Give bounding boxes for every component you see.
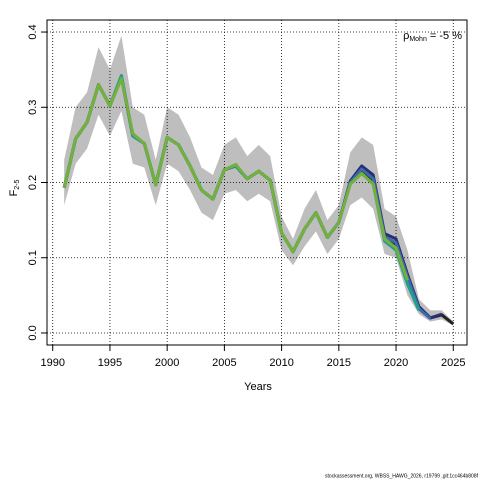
x-tick-label: 1990 — [40, 357, 64, 369]
x-tick-label: 2005 — [212, 357, 236, 369]
y-tick-label: 0.2 — [27, 175, 39, 190]
mohn-rho: ρMohn = -5 % — [403, 30, 462, 43]
x-tick-label: 2020 — [384, 357, 408, 369]
rho-subscript: Mohn — [409, 36, 427, 43]
y-axis-label: F2-5 — [8, 179, 21, 196]
x-tick-label: 1995 — [98, 357, 122, 369]
y-label-main: F — [8, 189, 20, 196]
y-tick-label: 0.4 — [27, 24, 39, 39]
x-axis-label: Years — [244, 381, 272, 393]
footer: stockassessment.org, WBSS_HAWG_2026, r19… — [325, 473, 479, 479]
y-tick-label: 0.1 — [27, 250, 39, 265]
plot-frame — [46, 19, 468, 346]
confidence-band — [64, 35, 454, 326]
x-tick-label: 2010 — [269, 357, 293, 369]
rho-symbol: ρ — [403, 30, 409, 42]
rho-value: = -5 % — [427, 30, 462, 42]
x-tick-label: 2025 — [441, 357, 465, 369]
y-tick-label: 0.0 — [27, 325, 39, 340]
retro-line — [62, 77, 409, 281]
x-tick-label: 2015 — [327, 357, 351, 369]
y-tick-label: 0.3 — [27, 100, 39, 115]
x-tick-label: 2000 — [155, 357, 179, 369]
y-label-sub: 2-5 — [14, 179, 21, 189]
